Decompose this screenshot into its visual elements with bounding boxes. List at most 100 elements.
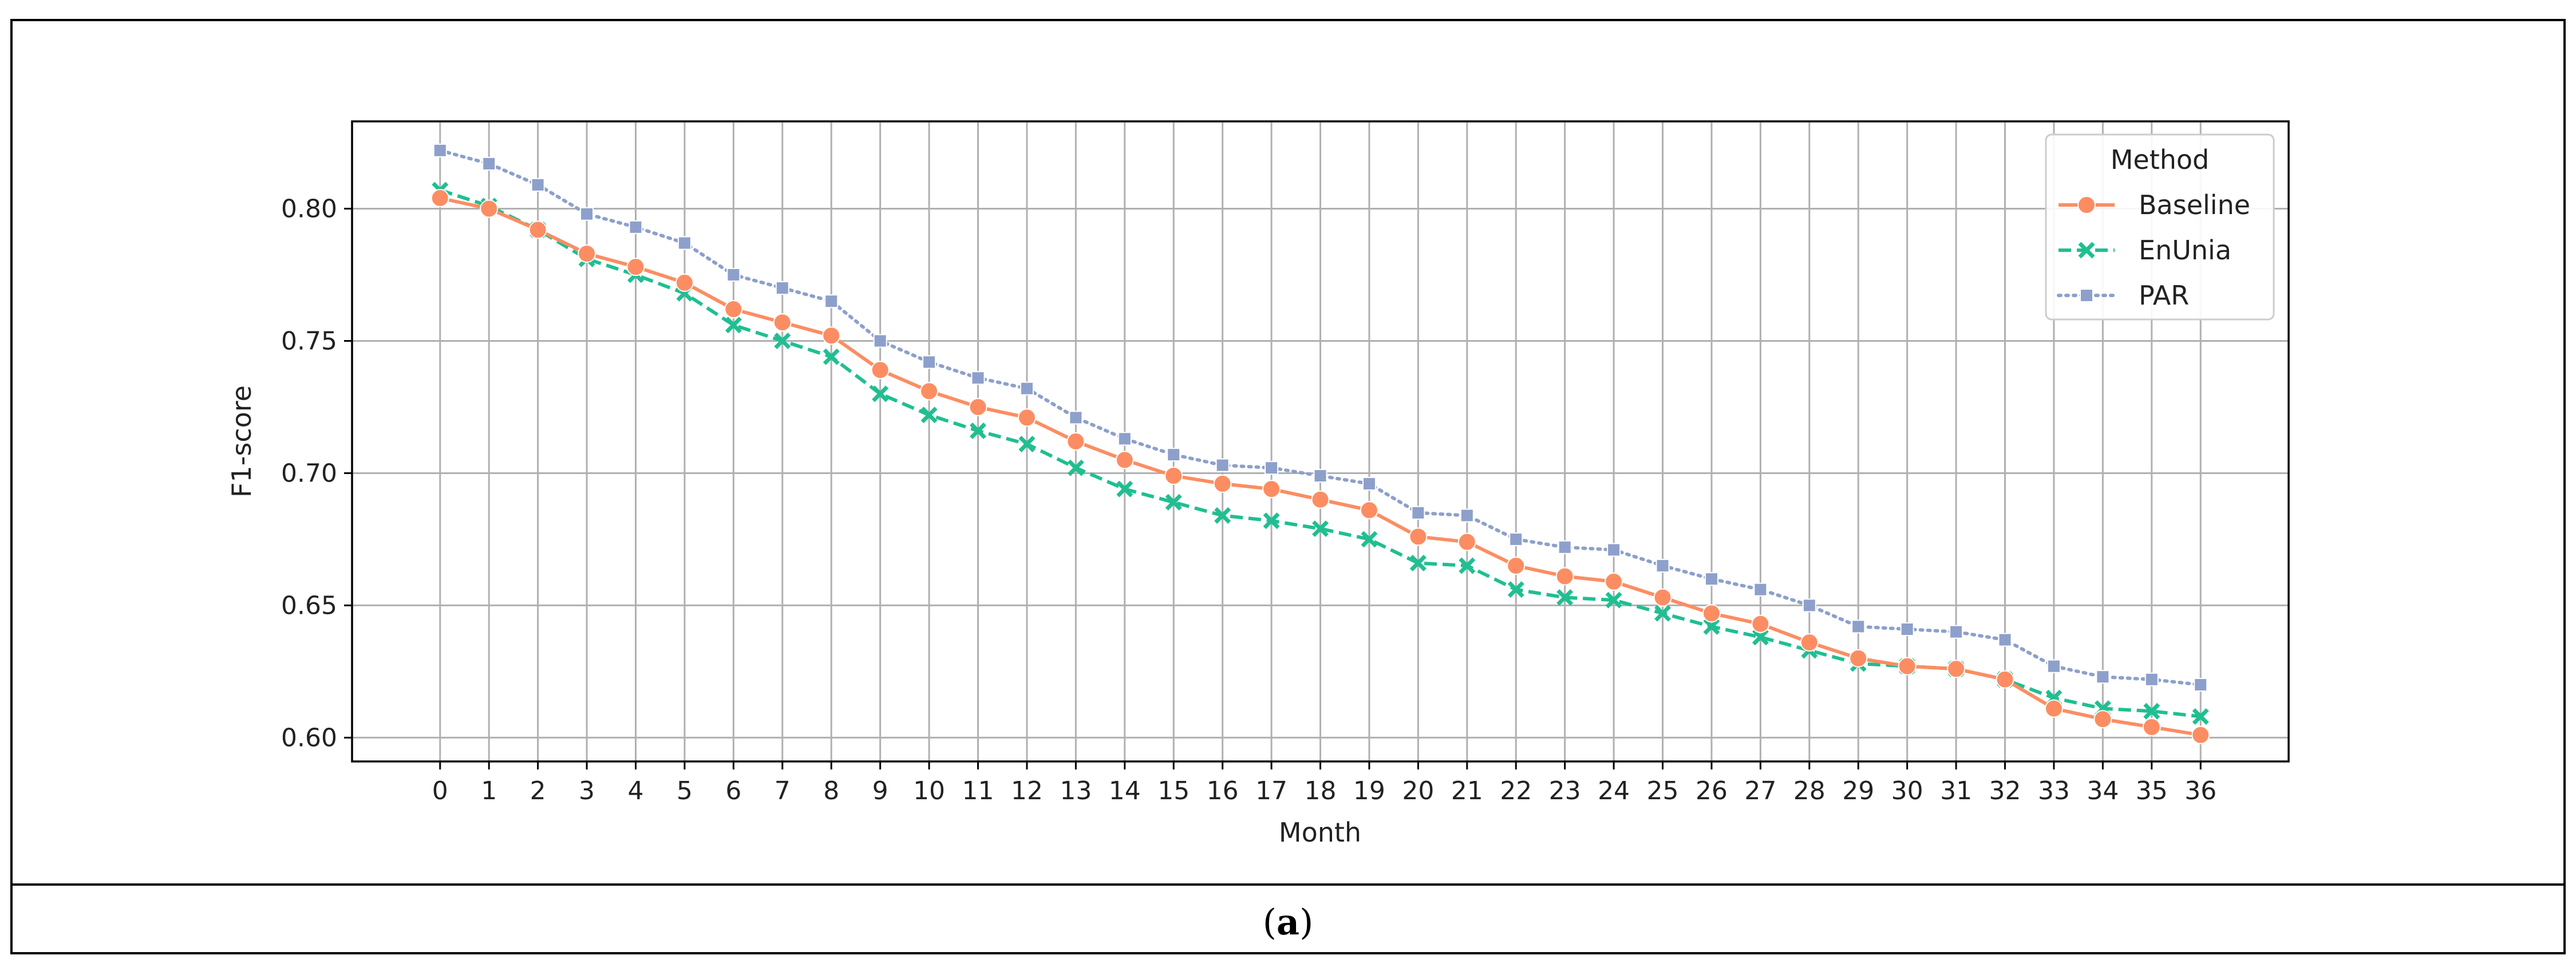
x-tick-label: 15 — [1157, 776, 1190, 806]
data-point-par — [1607, 543, 1621, 557]
data-point-enunia — [1459, 557, 1476, 574]
x-marker-stroke — [725, 317, 742, 334]
data-point-enunia — [1556, 589, 1574, 606]
x-tick-label: 13 — [1060, 776, 1092, 806]
x-tick-label: 6 — [725, 776, 741, 806]
y-tick-label: 0.80 — [281, 194, 337, 223]
legend-label-enunia: EnUnia — [2139, 235, 2231, 266]
data-point-baseline — [1457, 532, 1476, 551]
data-point-par — [775, 281, 789, 295]
axis-ticks: 0 1 2 3 4 5 6 7 8 9 10 11 12 13 14 15 16 17 18 19 20 21 22 23 24… — [281, 194, 2217, 806]
data-point-par — [971, 371, 985, 385]
data-point-par — [1313, 469, 1327, 483]
x-marker-stroke — [1556, 589, 1574, 606]
data-point-baseline — [1360, 501, 1378, 520]
data-point-par — [1509, 532, 1523, 546]
x-tick-label: 8 — [823, 776, 839, 806]
data-point-enunia — [1165, 494, 1182, 511]
figure-border — [10, 19, 2566, 954]
data-point-enunia — [1312, 520, 1329, 537]
data-point-baseline — [871, 361, 890, 380]
data-point-par — [1704, 572, 1718, 586]
data-point-par — [433, 143, 447, 157]
x-marker-stroke — [2143, 702, 2160, 720]
data-point-par — [1558, 540, 1572, 554]
x-tick-label: 19 — [1353, 776, 1385, 806]
data-point-par — [922, 355, 937, 369]
x-marker-stroke — [1214, 507, 1231, 524]
x-tick-label: 4 — [627, 776, 643, 806]
data-point-par — [580, 207, 594, 221]
x-tick-label: 1 — [481, 776, 497, 806]
x-tick-label: 34 — [2087, 776, 2119, 806]
data-point-enunia — [1703, 618, 1720, 635]
x-tick-label: 20 — [1402, 776, 1434, 806]
data-point-baseline — [969, 397, 987, 416]
data-point-par — [1802, 598, 1816, 613]
y-tick-label: 0.60 — [281, 723, 337, 752]
legend-label-baseline: Baseline — [2139, 190, 2250, 220]
data-point-enunia — [1214, 507, 1231, 524]
data-point-baseline — [1409, 527, 1428, 546]
data-point-enunia — [2143, 702, 2160, 720]
data-point-par — [1753, 582, 1768, 597]
y-axis-label: F1-score — [226, 385, 257, 498]
x-tick-label: 26 — [1696, 776, 1728, 806]
data-point-enunia — [1116, 480, 1133, 498]
legend-entries: Baseline EnUnia PAR — [2057, 190, 2250, 311]
x-tick-label: 18 — [1305, 776, 1337, 806]
data-point-par — [482, 156, 496, 171]
series-par — [433, 143, 2208, 692]
x-tick-label: 27 — [1744, 776, 1776, 806]
data-point-baseline — [1898, 657, 1917, 676]
x-tick-label: 33 — [2038, 776, 2070, 806]
x-tick-label: 3 — [579, 776, 595, 806]
x-tick-label: 5 — [677, 776, 693, 806]
x-tick-label: 36 — [2184, 776, 2217, 806]
data-point-baseline — [1164, 467, 1183, 485]
data-point-baseline — [1996, 670, 2014, 689]
x-tick-label: 24 — [1598, 776, 1630, 806]
data-point-par — [1460, 508, 1474, 523]
x-tick-label: 7 — [775, 776, 791, 806]
data-point-par — [1851, 619, 1866, 634]
data-point-baseline — [1115, 451, 1134, 469]
x-marker-stroke — [774, 332, 791, 349]
data-point-enunia — [1361, 531, 1378, 548]
caption-open-paren: ( — [1263, 901, 1277, 943]
data-point-enunia — [823, 348, 840, 365]
data-point-baseline — [528, 220, 547, 239]
x-marker-stroke — [1654, 605, 1671, 622]
data-point-baseline — [1702, 604, 1721, 623]
legend-marker-baseline — [2077, 196, 2096, 214]
x-marker-stroke — [872, 385, 889, 402]
legend-entry-baseline: Baseline — [2059, 190, 2250, 220]
data-point-baseline — [675, 273, 694, 292]
data-point-baseline — [578, 244, 596, 263]
data-point-par — [873, 334, 887, 348]
data-point-baseline — [822, 326, 841, 345]
x-marker-stroke — [2192, 708, 2209, 725]
data-point-par — [531, 177, 545, 192]
x-marker-stroke — [1507, 581, 1524, 598]
data-point-par — [2144, 672, 2159, 686]
x-axis-label: Month — [1279, 817, 1361, 848]
data-point-par — [1949, 625, 1963, 639]
legend-marker-par — [2080, 289, 2093, 302]
data-point-baseline — [1507, 556, 1526, 575]
data-point-par — [1362, 476, 1376, 491]
x-marker-stroke — [1361, 531, 1378, 548]
x-tick-label: 11 — [962, 776, 994, 806]
x-tick-label: 12 — [1011, 776, 1043, 806]
data-point-par — [1900, 622, 1914, 637]
data-point-par — [726, 267, 741, 282]
data-point-baseline — [1017, 408, 1036, 427]
data-point-par — [1069, 410, 1083, 425]
x-marker-stroke — [1409, 555, 1427, 571]
data-point-baseline — [2142, 717, 2161, 736]
data-point-par — [1215, 458, 1230, 472]
data-point-enunia — [970, 423, 986, 439]
data-point-baseline — [2093, 710, 2112, 729]
x-tick-label: 16 — [1207, 776, 1239, 806]
